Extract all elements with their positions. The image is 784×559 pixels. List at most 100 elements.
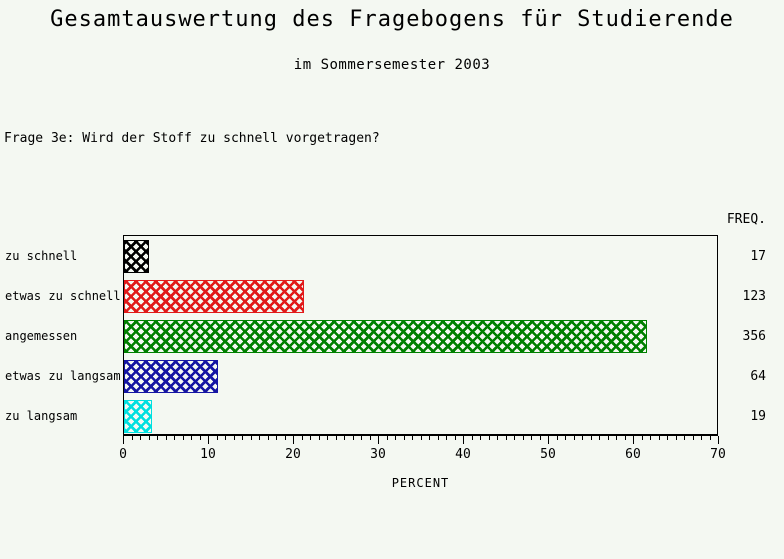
minor-tick (327, 436, 328, 440)
minor-tick (157, 436, 158, 440)
tick-label: 70 (710, 447, 726, 462)
major-tick (718, 436, 719, 444)
minor-tick (437, 436, 439, 440)
minor-tick (471, 436, 473, 440)
minor-tick (182, 436, 184, 440)
category-label: zu langsam (5, 409, 78, 423)
freq-value: 19 (750, 409, 766, 424)
major-tick (548, 436, 549, 444)
category-label: angemessen (5, 329, 78, 343)
freq-value: 356 (742, 329, 766, 344)
major-tick (123, 436, 124, 444)
minor-tick (250, 436, 252, 440)
minor-tick (344, 436, 345, 440)
category-label: etwas zu schnell (5, 289, 121, 303)
minor-tick (386, 436, 388, 440)
minor-tick (361, 436, 362, 440)
plot-area (123, 235, 718, 436)
minor-tick (684, 436, 685, 440)
minor-tick (658, 436, 660, 440)
minor-tick (395, 436, 396, 440)
minor-tick (148, 436, 150, 440)
minor-tick (233, 436, 235, 440)
minor-tick (616, 436, 617, 440)
minor-tick (335, 436, 337, 440)
freq-value: 64 (750, 369, 766, 384)
major-tick (208, 436, 209, 444)
minor-tick (480, 436, 481, 440)
minor-tick (242, 436, 243, 440)
minor-tick (310, 436, 311, 440)
minor-tick (497, 436, 498, 440)
minor-tick (675, 436, 677, 440)
tick-label: 50 (540, 447, 556, 462)
tick-label: 40 (455, 447, 471, 462)
minor-tick (216, 436, 218, 440)
tick-label: 0 (119, 447, 127, 462)
minor-tick (140, 436, 141, 440)
minor-tick (174, 436, 175, 440)
minor-tick (709, 436, 711, 440)
minor-tick (267, 436, 269, 440)
minor-tick (582, 436, 583, 440)
minor-tick (259, 436, 260, 440)
tick-label: 20 (285, 447, 301, 462)
minor-tick (420, 436, 422, 440)
minor-tick (318, 436, 320, 440)
bar (124, 240, 149, 273)
minor-tick (641, 436, 643, 440)
minor-tick (607, 436, 609, 440)
minor-tick (403, 436, 405, 440)
minor-tick (599, 436, 600, 440)
minor-tick (352, 436, 354, 440)
bar (124, 280, 305, 313)
category-label: zu schnell (5, 249, 78, 263)
bar (124, 320, 647, 353)
minor-tick (412, 436, 413, 440)
freq-value: 17 (750, 249, 766, 264)
chart-subtitle: im Sommersemester 2003 (293, 57, 491, 73)
chart-title: Gesamtauswertung des Fragebogens für Stu… (50, 7, 734, 32)
minor-tick (284, 436, 286, 440)
minor-tick (514, 436, 515, 440)
minor-tick (531, 436, 532, 440)
major-tick (633, 436, 634, 444)
minor-tick (624, 436, 626, 440)
minor-tick (692, 436, 694, 440)
minor-tick (276, 436, 277, 440)
freq-value: 123 (742, 289, 766, 304)
major-tick (293, 436, 294, 444)
bar (124, 400, 153, 433)
minor-tick (488, 436, 490, 440)
major-tick (378, 436, 379, 444)
minor-tick (701, 436, 702, 440)
minor-tick (590, 436, 592, 440)
minor-tick (650, 436, 651, 440)
bar (124, 360, 219, 393)
x-axis-label: PERCENT (391, 476, 450, 490)
minor-tick (301, 436, 303, 440)
freq-column-header: FREQ. (726, 212, 766, 227)
tick-label: 10 (200, 447, 216, 462)
major-tick (463, 436, 464, 444)
minor-tick (446, 436, 447, 440)
tick-label: 30 (370, 447, 386, 462)
minor-tick (573, 436, 575, 440)
minor-tick (556, 436, 558, 440)
minor-tick (429, 436, 430, 440)
question-label: Frage 3e: Wird der Stoff zu schnell vorg… (4, 131, 380, 146)
minor-tick (522, 436, 524, 440)
minor-tick (225, 436, 226, 440)
minor-tick (539, 436, 541, 440)
minor-tick (565, 436, 566, 440)
category-label: etwas zu langsam (5, 369, 121, 383)
minor-tick (199, 436, 201, 440)
minor-tick (165, 436, 167, 440)
minor-tick (191, 436, 192, 440)
minor-tick (454, 436, 456, 440)
minor-tick (505, 436, 507, 440)
minor-tick (369, 436, 371, 440)
minor-tick (667, 436, 668, 440)
tick-label: 60 (625, 447, 641, 462)
minor-tick (131, 436, 133, 440)
